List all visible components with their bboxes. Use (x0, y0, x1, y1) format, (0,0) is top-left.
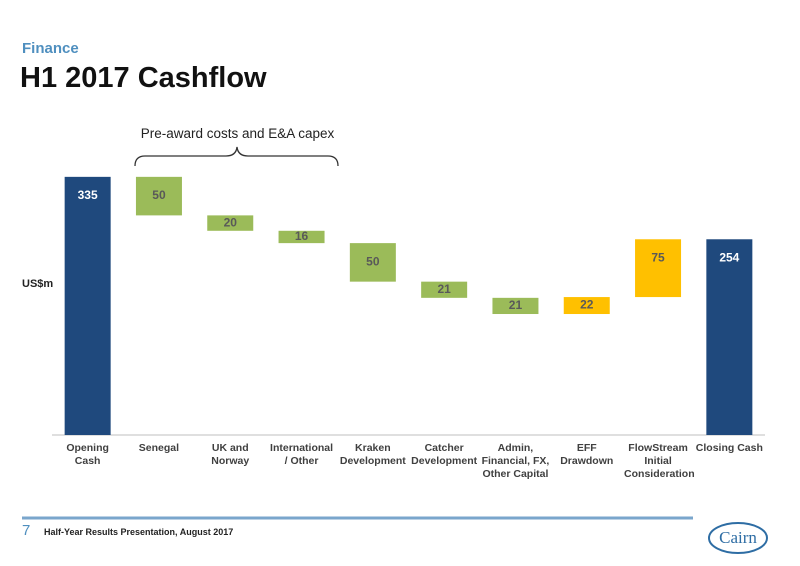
bar (563, 297, 610, 315)
value-label: 50 (366, 254, 380, 268)
brace (134, 146, 339, 167)
section-label: Finance (22, 40, 79, 57)
logo-oval (708, 522, 768, 554)
slide-title: H1 2017 Cashflow (20, 62, 267, 94)
value-label: 335 (78, 188, 98, 202)
value-label: 22 (580, 298, 594, 312)
value-label: 20 (224, 215, 238, 229)
x-tick-label: International / Other (270, 442, 334, 467)
x-tick-label: Senegal (138, 442, 180, 454)
bar (635, 239, 682, 298)
bar (207, 215, 254, 231)
bar (135, 176, 182, 216)
value-label: 50 (152, 188, 166, 202)
value-label: 21 (509, 298, 523, 312)
value-label: 16 (295, 229, 309, 243)
bar (349, 243, 396, 282)
value-label: 75 (651, 250, 665, 264)
footer-text: Half-Year Results Presentation, August 2… (44, 527, 234, 537)
value-label: 254 (719, 250, 739, 264)
bar (64, 176, 111, 435)
page-number: 7 (22, 522, 31, 539)
bar (706, 239, 753, 435)
x-tick-label: FlowStream Initial Consideration (624, 442, 695, 480)
x-tick-label: Kraken Development (339, 442, 406, 467)
x-tick-label: Catcher Development (411, 442, 478, 467)
bar (278, 230, 325, 244)
x-tick-label: Admin, Financial, FX, Other Capital (481, 442, 550, 480)
annotation: Pre-award costs and E&A capex (140, 126, 335, 141)
bar (421, 281, 468, 298)
x-tick-label: Closing Cash (695, 442, 763, 454)
x-tick-label: EFF Drawdown (560, 442, 614, 467)
x-tick-label: UK and Norway (211, 442, 250, 467)
value-label: 21 (437, 282, 451, 296)
logo-text: Cairn (719, 528, 757, 547)
y-axis-label: US$m (22, 278, 54, 290)
bar (492, 297, 539, 315)
x-tick-label: Opening Cash (66, 442, 109, 467)
